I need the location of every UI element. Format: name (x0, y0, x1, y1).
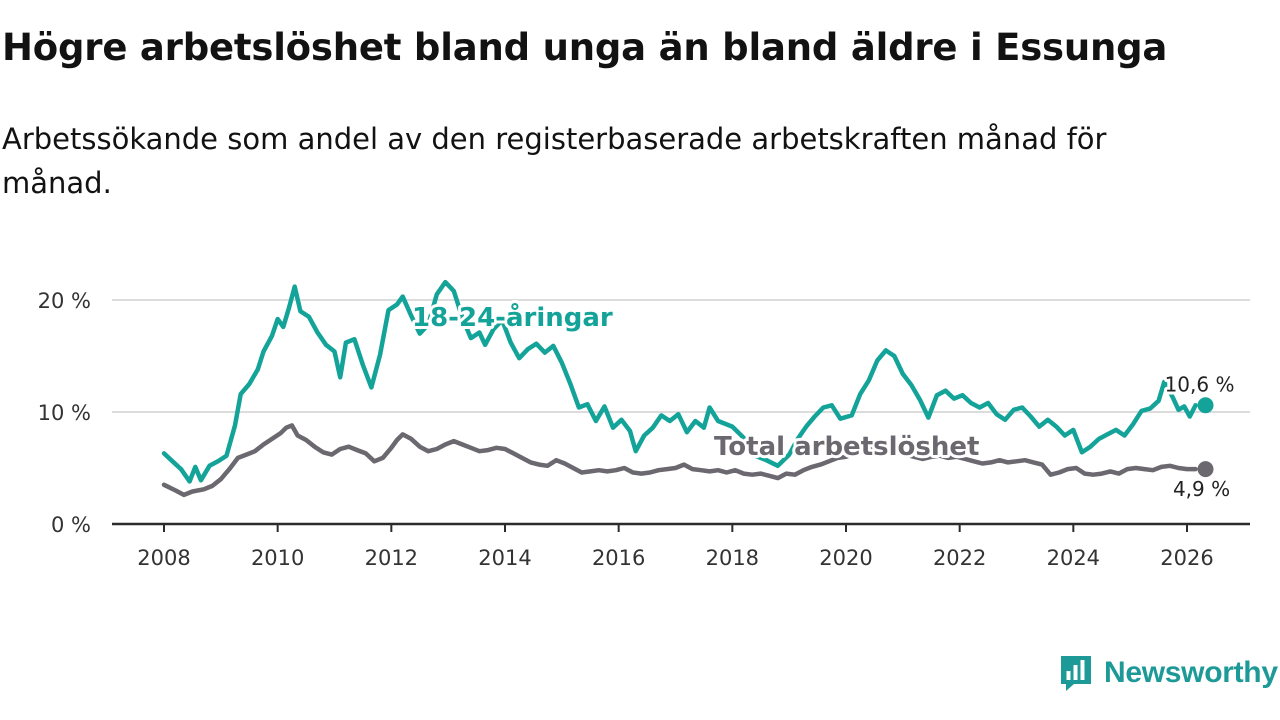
total-end-value-label: 4,9 % (1173, 477, 1230, 501)
series-lines (161, 279, 1214, 498)
x-tick-label: 2018 (706, 546, 759, 570)
total-series-label-halo: Total arbetslöshet (714, 432, 979, 462)
y-tick-label: 10 % (38, 401, 91, 425)
axes: 0 % 10 % 20 % 2008 2010 2012 2014 2016 2018 2020 2… (38, 289, 1250, 570)
x-tick-label: 2010 (251, 546, 304, 570)
brand[interactable]: Newsworthy (1058, 654, 1278, 692)
total-series-label: Total arbetslöshet (714, 432, 979, 462)
gridlines (112, 299, 1250, 413)
youth-series-label-halo: 18-24-åringar (412, 301, 613, 333)
x-tick-label: 2014 (478, 546, 531, 570)
x-tick-label: 2012 (365, 546, 418, 570)
y-tick-label: 20 % (38, 289, 91, 313)
youth-end-point (1197, 397, 1214, 414)
brand-name: Newsworthy (1104, 656, 1278, 689)
chart-subtitle: Arbetssökande som andel av den registerb… (2, 122, 1107, 200)
youth-series-line (161, 279, 1198, 484)
youth-series-label: 18-24-åringar (412, 301, 613, 333)
total-end-point (1197, 461, 1214, 478)
newsworthy-logo-icon (1061, 656, 1091, 691)
chart-title: Högre arbetslöshet bland unga än bland ä… (2, 26, 1168, 69)
youth-end-value-label-halo: 10,6 % (1165, 372, 1235, 396)
youth-end-value-label: 10,6 % (1165, 372, 1235, 396)
x-tick-label: 2020 (819, 546, 872, 570)
total-series-line (161, 423, 1198, 498)
y-tick-label: 0 % (51, 513, 91, 537)
x-tick-label: 2024 (1047, 546, 1100, 570)
x-tick-label: 2026 (1160, 546, 1213, 570)
total-end-value-label-halo: 4,9 % (1173, 477, 1230, 501)
x-tick-label: 2022 (933, 546, 986, 570)
x-tick-label: 2008 (137, 546, 190, 570)
x-tick-label: 2016 (592, 546, 645, 570)
